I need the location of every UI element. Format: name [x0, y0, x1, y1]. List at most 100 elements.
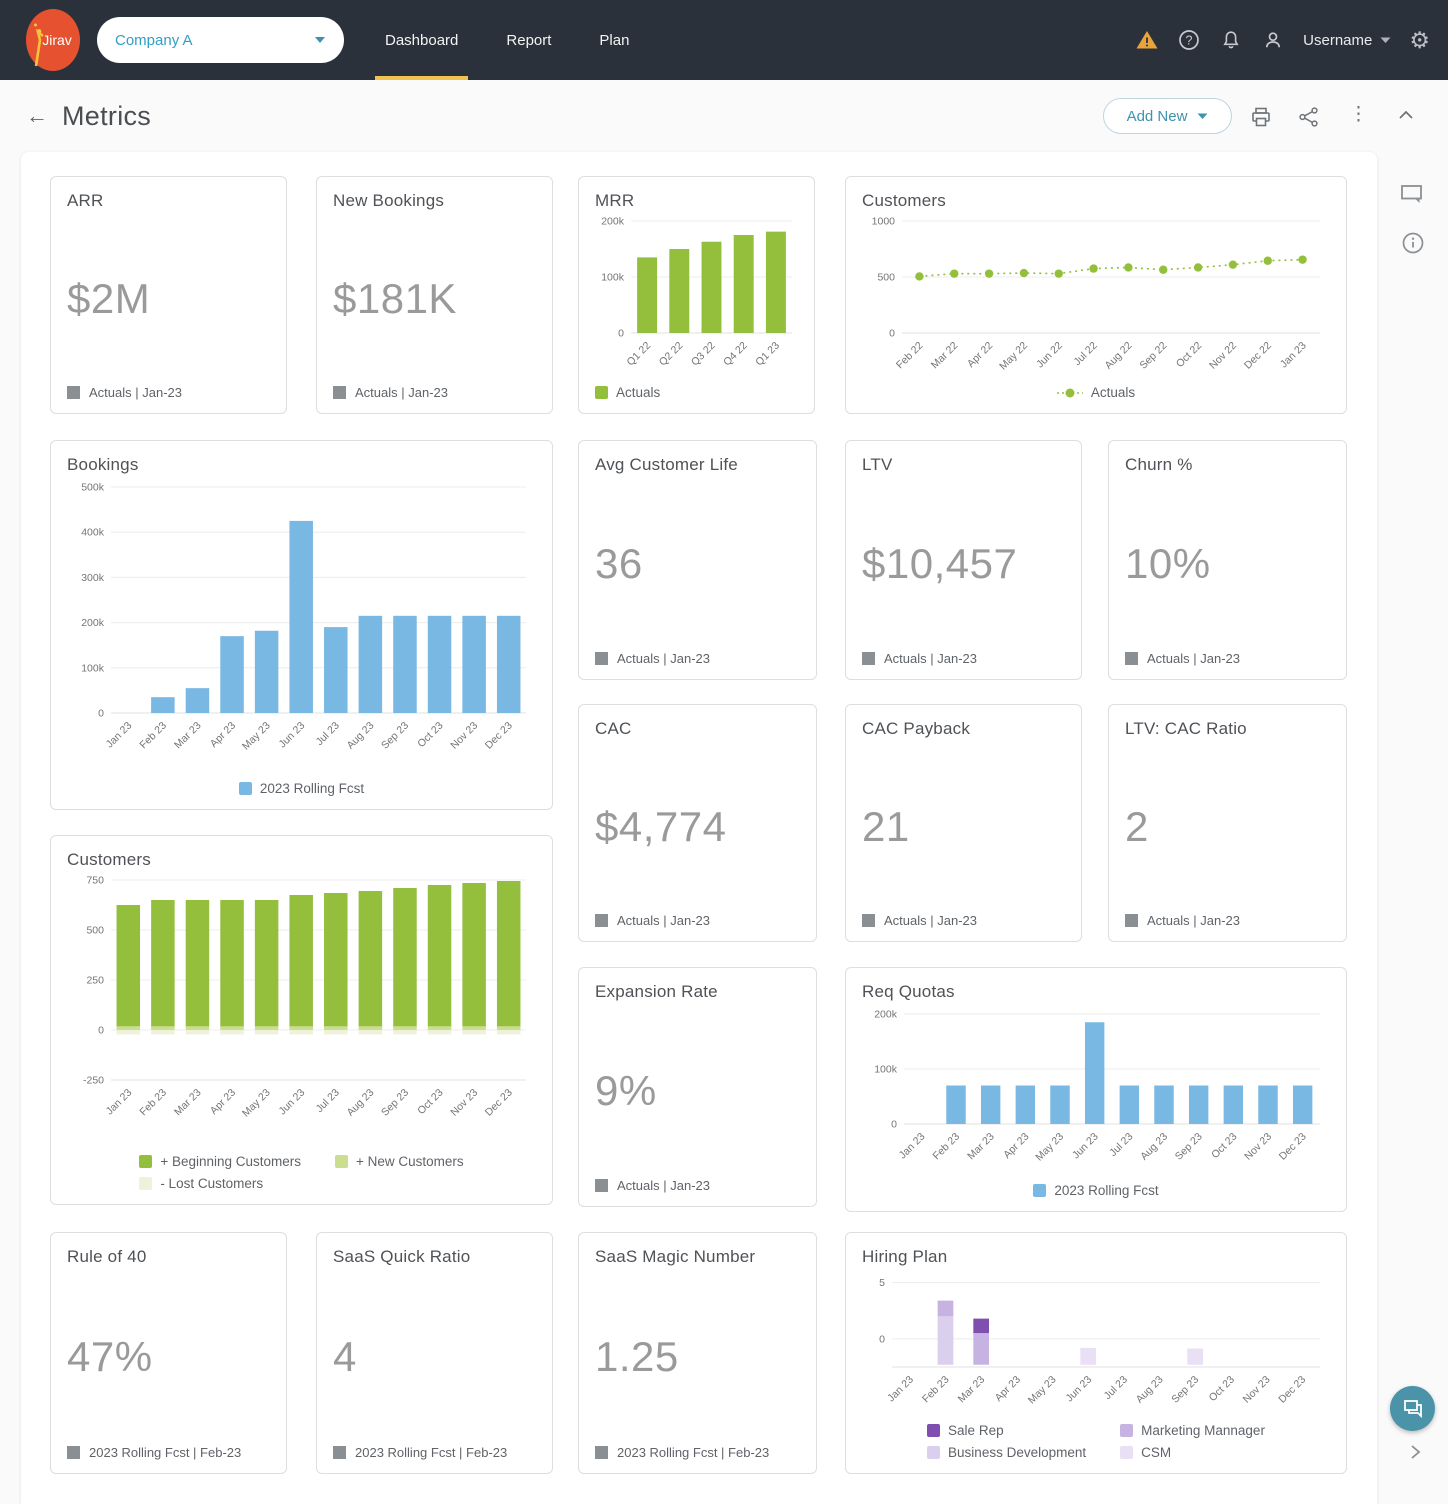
legend-swatch — [238, 782, 252, 795]
card-expansion-rate: Expansion Rate 9% Actuals | Jan-23 — [578, 967, 817, 1207]
svg-text:Jun 23: Jun 23 — [277, 1087, 308, 1118]
card-customers-stacked-chart: Customers 750 500 250 0 -250 Jan 23 Feb 23 Mar … — [50, 835, 553, 1205]
svg-text:Mar 22: Mar 22 — [929, 340, 961, 372]
legend-item[interactable]: Marketing Mannager — [1120, 1423, 1265, 1438]
topbar: Jirav Company A Dashboard Report Plan ? — [0, 0, 1448, 80]
bookings-chart: 0 100k 200k 300k 400k 500k Jan 23 Feb 23 Mar 23 A… — [67, 477, 536, 781]
svg-text:250: 250 — [86, 975, 104, 987]
svg-text:Dec 23: Dec 23 — [483, 720, 515, 752]
card-rule-of-40: Rule of 40 47% 2023 Rolling Fcst | Feb-2… — [50, 1232, 287, 1474]
card-hiring-plan-chart: Hiring Plan 5 0 Jan 23 Feb 23 Mar 23 Apr 23 Ma… — [845, 1232, 1347, 1474]
svg-text:Aug 23: Aug 23 — [1134, 1374, 1166, 1406]
topbar-icons: ? Username ⚙ — [1135, 0, 1430, 80]
card-title: Req Quotas — [862, 982, 955, 1001]
svg-text:Jul 23: Jul 23 — [1102, 1374, 1130, 1402]
kpi-value: 47% — [67, 1333, 153, 1380]
legend-item[interactable]: Business Development — [927, 1445, 1086, 1460]
chevron-up-icon[interactable] — [1396, 105, 1416, 125]
kpi-value: 10% — [1125, 540, 1211, 587]
add-new-button[interactable]: Add New — [1103, 98, 1232, 134]
svg-text:Dec 23: Dec 23 — [1277, 1131, 1309, 1163]
legend-label: 2023 Rolling Fcst — [1054, 1183, 1159, 1198]
svg-text:May 23: May 23 — [1033, 1131, 1066, 1164]
footer-label: 2023 Rolling Fcst | Feb-23 — [355, 1445, 508, 1460]
legend-swatch — [1120, 1446, 1134, 1459]
svg-text:Jirav: Jirav — [42, 32, 72, 48]
company-selector[interactable]: Company A — [97, 17, 344, 63]
footer-label: Actuals | Jan-23 — [1147, 651, 1240, 666]
svg-text:750: 750 — [86, 875, 104, 887]
chevron-down-icon — [1197, 113, 1208, 119]
legend-item[interactable]: Actuals — [595, 385, 660, 400]
chevron-right-icon[interactable] — [1405, 1442, 1425, 1462]
legend-item[interactable]: 2023 Rolling Fcst — [1033, 1183, 1159, 1198]
card-churn: Churn % 10% Actuals | Jan-23 — [1108, 440, 1347, 680]
legend-swatch — [1120, 1424, 1134, 1437]
username-menu[interactable]: Username — [1303, 32, 1391, 49]
customers-stacked-legend: + Beginning Customers + New Customers - Lo… — [67, 1154, 536, 1191]
legend-label: Actuals — [616, 385, 661, 400]
chevron-down-icon — [315, 37, 325, 43]
kpi-value: $181K — [333, 275, 457, 322]
legend-swatch — [139, 1177, 153, 1190]
legend-swatch — [1033, 1184, 1047, 1197]
series-swatch — [595, 652, 608, 665]
kpi-value: $4,774 — [595, 803, 727, 850]
legend-swatch — [335, 1155, 349, 1168]
svg-text:Dec 23: Dec 23 — [483, 1087, 515, 1119]
page-header: ← Metrics Add New ⋮ — [0, 80, 1448, 152]
svg-text:May 22: May 22 — [997, 340, 1030, 373]
tab-dashboard[interactable]: Dashboard — [375, 0, 469, 80]
card-footer: 2023 Rolling Fcst | Feb-23 — [333, 1445, 536, 1460]
svg-text:Nov 22: Nov 22 — [1207, 340, 1239, 372]
help-icon[interactable]: ? — [1177, 28, 1201, 52]
legend-swatch — [139, 1155, 153, 1168]
legend-item[interactable]: CSM — [1120, 1445, 1265, 1460]
card-title: Customers — [67, 850, 151, 869]
print-icon[interactable] — [1249, 105, 1273, 129]
svg-text:0: 0 — [891, 1119, 897, 1131]
comment-icon[interactable] — [1398, 180, 1426, 208]
footer-label: Actuals | Jan-23 — [617, 913, 710, 928]
card-title: SaaS Quick Ratio — [333, 1247, 471, 1266]
svg-text:0: 0 — [879, 1333, 885, 1345]
main-nav: Dashboard Report Plan — [375, 0, 629, 80]
svg-text:Q1 23: Q1 23 — [753, 340, 782, 369]
tab-report[interactable]: Report — [506, 0, 551, 80]
mrr-legend: Actuals — [595, 385, 798, 400]
tab-report-label: Report — [506, 31, 552, 49]
jirav-logo[interactable]: Jirav — [22, 8, 82, 72]
info-icon[interactable] — [1400, 230, 1426, 256]
svg-text:Apr 23: Apr 23 — [993, 1374, 1023, 1404]
warning-icon[interactable] — [1135, 28, 1159, 52]
tab-plan[interactable]: Plan — [599, 0, 629, 80]
card-title: MRR — [595, 191, 635, 210]
chat-fab-button[interactable] — [1390, 1386, 1435, 1431]
card-title: ARR — [67, 191, 104, 210]
legend-item[interactable]: 2023 Rolling Fcst — [238, 781, 364, 796]
svg-text:Apr 23: Apr 23 — [208, 720, 238, 750]
legend-item[interactable]: - Lost Customers — [139, 1176, 301, 1191]
svg-text:Q4 22: Q4 22 — [721, 340, 750, 369]
kpi-value: $10,457 — [862, 540, 1018, 587]
mrr-chart: 0 100k 200k Q1 22 Q2 22 Q3 22 Q4 22 Q1 23 — [595, 213, 798, 385]
svg-text:Nov 23: Nov 23 — [448, 1087, 480, 1119]
legend-item[interactable]: + New Customers — [335, 1154, 464, 1169]
card-title: LTV — [862, 455, 893, 474]
kebab-menu-icon[interactable]: ⋮ — [1349, 104, 1368, 125]
user-icon[interactable] — [1261, 28, 1285, 52]
legend-item[interactable]: Sale Rep — [927, 1423, 1086, 1438]
series-swatch — [595, 1446, 608, 1459]
bell-icon[interactable] — [1219, 28, 1243, 52]
back-arrow-icon[interactable]: ← — [26, 103, 48, 128]
share-icon[interactable] — [1297, 105, 1321, 129]
legend-item[interactable]: Actuals — [1056, 385, 1135, 400]
gear-icon[interactable]: ⚙ — [1409, 26, 1430, 53]
card-title: LTV: CAC Ratio — [1125, 719, 1247, 738]
legend-item[interactable]: + Beginning Customers — [139, 1154, 301, 1169]
svg-text:Oct 23: Oct 23 — [1207, 1374, 1237, 1404]
svg-text:-250: -250 — [83, 1075, 104, 1087]
footer-label: Actuals | Jan-23 — [1147, 913, 1240, 928]
svg-text:200k: 200k — [874, 1009, 898, 1021]
svg-text:May 23: May 23 — [240, 720, 273, 753]
